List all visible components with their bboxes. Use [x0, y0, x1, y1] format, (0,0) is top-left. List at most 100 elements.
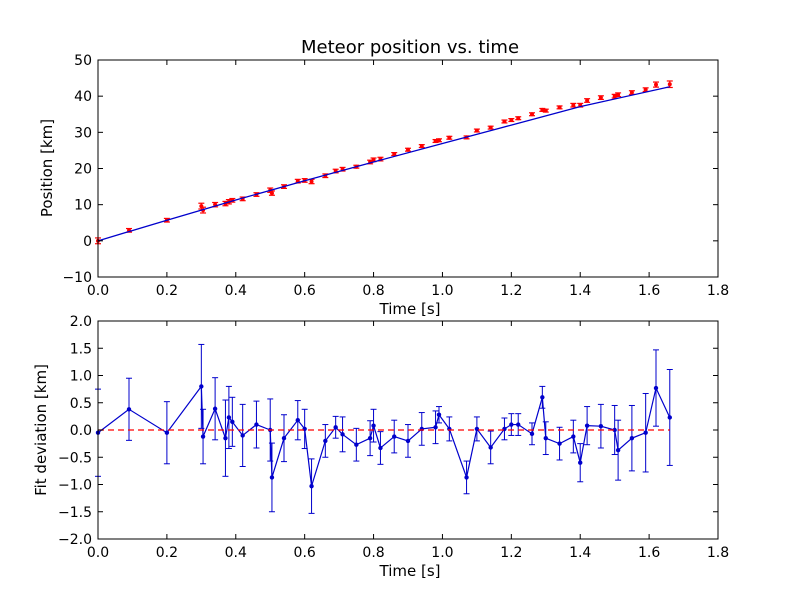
data-point: [616, 92, 621, 97]
position-xtick-label: 1.8: [707, 283, 729, 299]
position-ytick-label: 20: [74, 162, 92, 178]
deviation-xtick-label: 1.4: [569, 545, 591, 561]
position-ytick-label: 40: [74, 89, 92, 105]
deviation-ytick-label: 1.0: [70, 369, 92, 385]
deviation-point: [226, 415, 232, 420]
data-point: [629, 90, 634, 95]
deviation-chart-xlabel: Time [s]: [379, 562, 441, 580]
deviation-point: [612, 427, 617, 433]
deviation-point: [516, 422, 521, 427]
data-point: [543, 108, 548, 113]
position-xtick-label: 0.8: [362, 283, 384, 299]
data-point: [447, 135, 452, 140]
deviation-xtick-label: 0.8: [362, 545, 384, 561]
deviation-point: [598, 423, 604, 429]
deviation-point: [254, 422, 259, 427]
position-xtick-label: 0.2: [156, 283, 178, 299]
data-point: [557, 105, 562, 110]
deviation-point: [653, 385, 659, 391]
deviation-point: [340, 432, 345, 437]
deviation-point: [584, 423, 590, 428]
fit-line: [97, 86, 670, 242]
deviation-xtick-label: 1.6: [638, 545, 660, 561]
deviation-point: [200, 434, 206, 439]
deviation-point: [529, 431, 535, 437]
deviation-point: [557, 441, 562, 446]
position-chart-title: Meteor position vs. time: [301, 37, 519, 58]
deviation-point: [488, 445, 493, 450]
position-ytick-label: 10: [74, 198, 92, 214]
data-point: [269, 191, 274, 196]
deviation-point: [378, 445, 383, 451]
deviation-point: [371, 423, 376, 428]
data-point: [406, 147, 410, 152]
deviation-point: [126, 407, 132, 412]
data-point: [571, 103, 576, 108]
data-point: [502, 119, 507, 124]
deviation-point: [540, 395, 545, 400]
deviation-xtick-label: 0.6: [294, 545, 316, 561]
data-point: [419, 144, 424, 149]
deviation-point: [223, 435, 228, 441]
data-point: [437, 138, 441, 143]
deviation-point: [667, 415, 672, 420]
position-ytick-label: 30: [74, 125, 92, 141]
data-point: [509, 118, 514, 123]
data-point: [392, 152, 397, 157]
data-point: [309, 179, 314, 184]
deviation-point: [578, 460, 583, 465]
data-point: [612, 94, 617, 99]
data-point: [643, 87, 648, 92]
deviation-point: [323, 438, 328, 444]
deviation-point: [164, 430, 170, 435]
deviation-point: [643, 430, 648, 435]
position-xtick-label: 1.4: [569, 283, 591, 299]
data-point: [667, 82, 672, 87]
position-xtick-label: 0.0: [87, 283, 109, 299]
data-point: [474, 128, 479, 133]
deviation-point: [333, 425, 338, 430]
deviation-ytick-label: −1.0: [58, 478, 92, 494]
deviation-chart: 0.0 0.2 0.4 0.6 0.8 1.0 1.2 1.4 1.6 1.8 −2.0 −1.5 −1…: [32, 314, 729, 580]
position-ytick-label: 0: [83, 234, 92, 250]
deviation-point: [354, 442, 359, 447]
deviation-point: [309, 483, 314, 489]
position-xtick-label: 0.6: [294, 283, 316, 299]
data-point: [371, 157, 376, 162]
deviation-point: [295, 417, 300, 423]
deviation-point: [571, 434, 576, 439]
position-xtick-label: 1.0: [431, 283, 453, 299]
deviation-point: [230, 419, 235, 425]
deviation-point: [464, 475, 469, 480]
data-point: [540, 107, 545, 112]
deviation-point: [199, 384, 204, 389]
deviation-ytick-label: 2.0: [70, 314, 92, 330]
data-point: [654, 82, 658, 87]
deviation-ytick-label: 1.5: [70, 341, 92, 357]
position-ytick-label: 50: [74, 53, 92, 69]
deviation-ytick-label: −2.0: [58, 532, 92, 548]
deviation-ytick-label: −1.5: [58, 505, 92, 521]
data-point: [433, 139, 438, 144]
data-point: [488, 125, 493, 130]
data-point: [598, 95, 603, 100]
deviation-point: [367, 435, 373, 441]
deviation-point: [405, 438, 411, 444]
data-point: [516, 116, 521, 121]
deviation-point: [509, 422, 514, 427]
deviation-xtick-label: 1.2: [500, 545, 522, 561]
deviation-point: [615, 447, 621, 453]
data-point: [530, 112, 534, 117]
position-chart-ylabel: Position [km]: [38, 119, 56, 217]
deviation-point: [392, 434, 397, 439]
deviation-xtick-label: 0.0: [87, 545, 109, 561]
deviation-ytick-label: 0.5: [70, 396, 92, 412]
deviation-xtick-label: 1.0: [431, 545, 453, 561]
deviation-point: [281, 435, 287, 441]
deviation-point: [212, 406, 218, 411]
deviation-point: [240, 433, 245, 438]
deviation-xtick-label: 0.2: [156, 545, 178, 561]
position-xtick-label: 0.4: [225, 283, 247, 299]
